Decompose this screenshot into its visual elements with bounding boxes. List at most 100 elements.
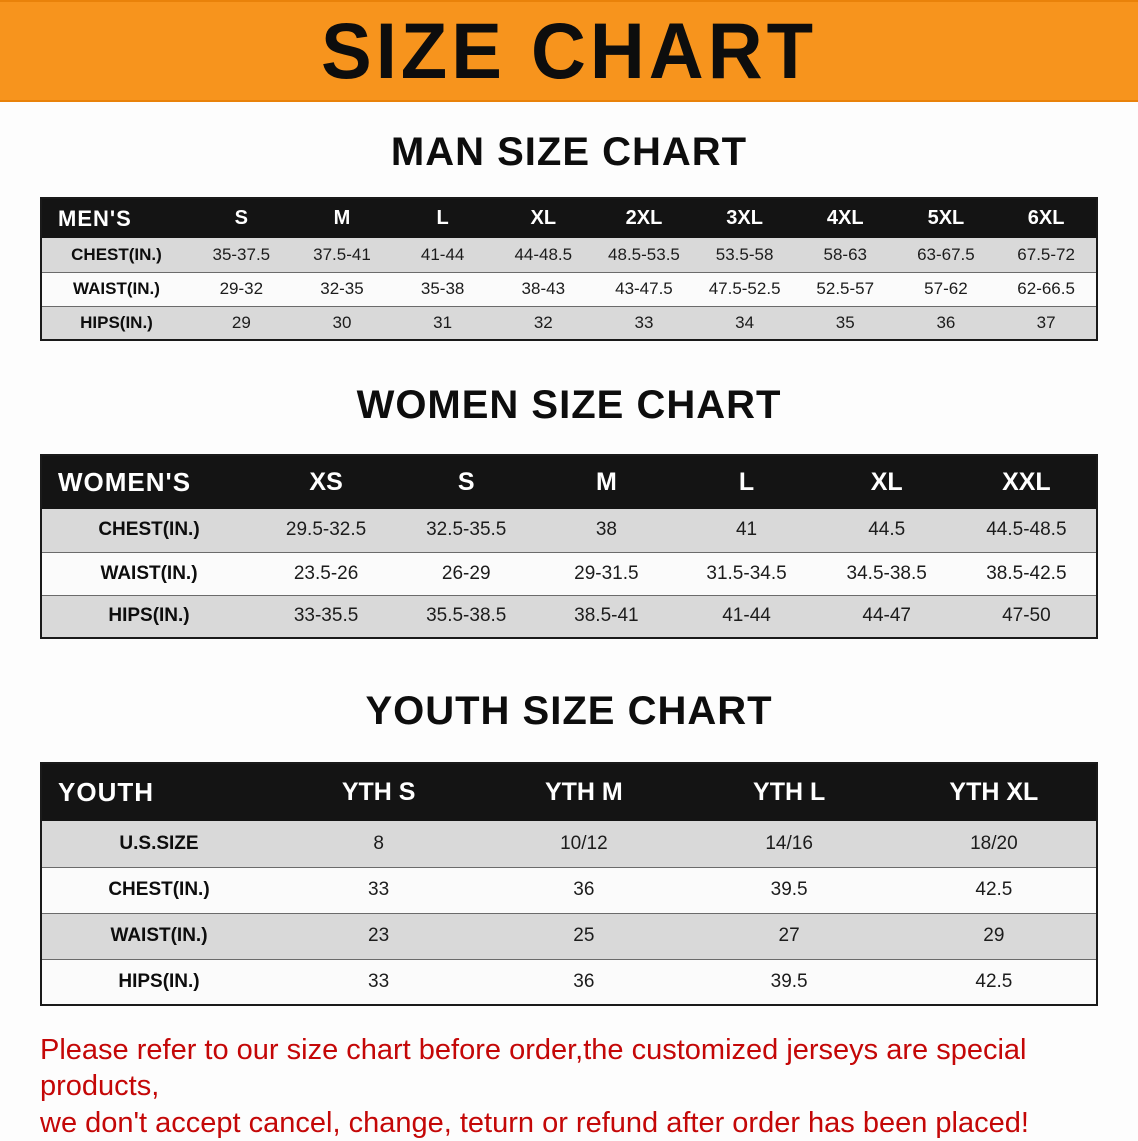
value-cell: 36 (481, 959, 687, 1005)
value-cell: 48.5-53.5 (593, 238, 695, 273)
value-cell: 44.5-48.5 (956, 509, 1097, 553)
size-header-cell: XXL (956, 455, 1097, 509)
value-cell: 34.5-38.5 (816, 552, 957, 596)
value-cell: 18/20 (891, 821, 1097, 868)
size-header-cell: XS (256, 455, 397, 509)
disclaimer-line-1: Please refer to our size chart before or… (40, 1034, 1027, 1103)
value-cell: 57-62 (895, 272, 997, 307)
value-cell: 67.5-72 (996, 238, 1097, 273)
youth-section: YOUTH SIZE CHART YOUTH YTH S YTH M YTH L… (0, 639, 1138, 1006)
women-section: WOMEN SIZE CHART WOMEN'S XS S M L XL XXL… (0, 341, 1138, 639)
value-cell: 31 (392, 306, 493, 340)
value-cell: 36 (895, 306, 997, 340)
value-cell: 29 (191, 306, 292, 340)
value-cell: 35 (794, 306, 896, 340)
value-cell: 36 (481, 867, 687, 914)
value-cell: 38.5-41 (536, 595, 677, 638)
women-table-title-cell: WOMEN'S (41, 455, 256, 509)
table-row-waist: WAIST(IN.) 23 25 27 29 (41, 913, 1097, 960)
row-label: CHEST(IN.) (41, 238, 191, 273)
value-cell: 25 (481, 913, 687, 960)
size-header-cell: 3XL (694, 198, 795, 238)
size-header-cell: 6XL (996, 198, 1097, 238)
size-header-cell: YTH L (686, 763, 892, 821)
disclaimer-line-2: we don't accept cancel, change, teturn o… (40, 1106, 1029, 1139)
table-row-us-size: U.S.SIZE 8 10/12 14/16 18/20 (41, 821, 1097, 868)
value-cell: 62-66.5 (996, 272, 1097, 307)
value-cell: 34 (694, 306, 795, 340)
value-cell: 8 (276, 821, 482, 868)
value-cell: 41-44 (676, 595, 817, 638)
youth-table-title-cell: YOUTH (41, 763, 276, 821)
value-cell: 29-31.5 (536, 552, 677, 596)
value-cell: 33 (276, 959, 482, 1005)
value-cell: 29 (891, 913, 1097, 960)
size-header-cell: L (392, 198, 493, 238)
table-row-hips: HIPS(IN.) 33-35.5 35.5-38.5 38.5-41 41-4… (41, 595, 1097, 638)
banner: SIZE CHART (0, 0, 1138, 102)
disclaimer: Please refer to our size chart before or… (40, 1032, 1138, 1141)
value-cell: 23 (276, 913, 482, 960)
value-cell: 10/12 (481, 821, 687, 868)
value-cell: 35-37.5 (191, 238, 292, 273)
row-label: CHEST(IN.) (41, 509, 256, 553)
men-table-title-cell: MEN'S (41, 198, 191, 238)
row-label: HIPS(IN.) (41, 306, 191, 340)
value-cell: 14/16 (686, 821, 892, 868)
value-cell: 43-47.5 (593, 272, 695, 307)
value-cell: 37 (996, 306, 1097, 340)
value-cell: 53.5-58 (694, 238, 795, 273)
row-label: WAIST(IN.) (41, 552, 256, 596)
value-cell: 41-44 (392, 238, 493, 273)
youth-size-table: YOUTH YTH S YTH M YTH L YTH XL U.S.SIZE … (40, 762, 1098, 1006)
value-cell: 39.5 (686, 867, 892, 914)
women-section-heading: WOMEN SIZE CHART (356, 383, 782, 427)
size-header-cell: XL (816, 455, 957, 509)
value-cell: 47-50 (956, 595, 1097, 638)
value-cell: 32 (492, 306, 594, 340)
value-cell: 31.5-34.5 (676, 552, 817, 596)
size-header-cell: 2XL (593, 198, 695, 238)
row-label: WAIST(IN.) (41, 913, 276, 960)
women-size-table: WOMEN'S XS S M L XL XXL CHEST(IN.) 29.5-… (40, 454, 1098, 639)
value-cell: 29.5-32.5 (256, 509, 397, 553)
men-section: MAN SIZE CHART MEN'S S M L XL 2XL 3XL 4X… (0, 102, 1138, 341)
row-label: CHEST(IN.) (41, 867, 276, 914)
table-row-waist: WAIST(IN.) 29-32 32-35 35-38 38-43 43-47… (41, 272, 1097, 307)
size-header-cell: YTH S (276, 763, 482, 821)
value-cell: 41 (676, 509, 817, 553)
table-row-hips: HIPS(IN.) 33 36 39.5 42.5 (41, 959, 1097, 1005)
men-size-table: MEN'S S M L XL 2XL 3XL 4XL 5XL 6XL CHEST… (40, 197, 1098, 341)
value-cell: 35-38 (392, 272, 493, 307)
women-header-row: WOMEN'S XS S M L XL XXL (41, 455, 1097, 509)
youth-section-heading: YOUTH SIZE CHART (365, 689, 773, 733)
row-label: HIPS(IN.) (41, 959, 276, 1005)
table-row-waist: WAIST(IN.) 23.5-26 26-29 29-31.5 31.5-34… (41, 552, 1097, 596)
men-header-row: MEN'S S M L XL 2XL 3XL 4XL 5XL 6XL (41, 198, 1097, 238)
size-header-cell: L (676, 455, 817, 509)
value-cell: 33 (276, 867, 482, 914)
size-header-cell: YTH M (481, 763, 687, 821)
value-cell: 37.5-41 (291, 238, 393, 273)
value-cell: 44.5 (816, 509, 957, 553)
value-cell: 38 (536, 509, 677, 553)
value-cell: 42.5 (891, 867, 1097, 914)
value-cell: 38.5-42.5 (956, 552, 1097, 596)
men-section-heading: MAN SIZE CHART (390, 130, 748, 174)
value-cell: 33-35.5 (256, 595, 397, 638)
value-cell: 27 (686, 913, 892, 960)
size-header-cell: YTH XL (891, 763, 1097, 821)
page-title: SIZE CHART (321, 6, 817, 96)
youth-header-row: YOUTH YTH S YTH M YTH L YTH XL (41, 763, 1097, 821)
size-header-cell: 4XL (794, 198, 896, 238)
value-cell: 29-32 (191, 272, 292, 307)
value-cell: 35.5-38.5 (396, 595, 537, 638)
value-cell: 42.5 (891, 959, 1097, 1005)
size-header-cell: M (536, 455, 677, 509)
size-header-cell: M (291, 198, 393, 238)
value-cell: 58-63 (794, 238, 896, 273)
size-header-cell: S (191, 198, 292, 238)
value-cell: 32.5-35.5 (396, 509, 537, 553)
value-cell: 26-29 (396, 552, 537, 596)
